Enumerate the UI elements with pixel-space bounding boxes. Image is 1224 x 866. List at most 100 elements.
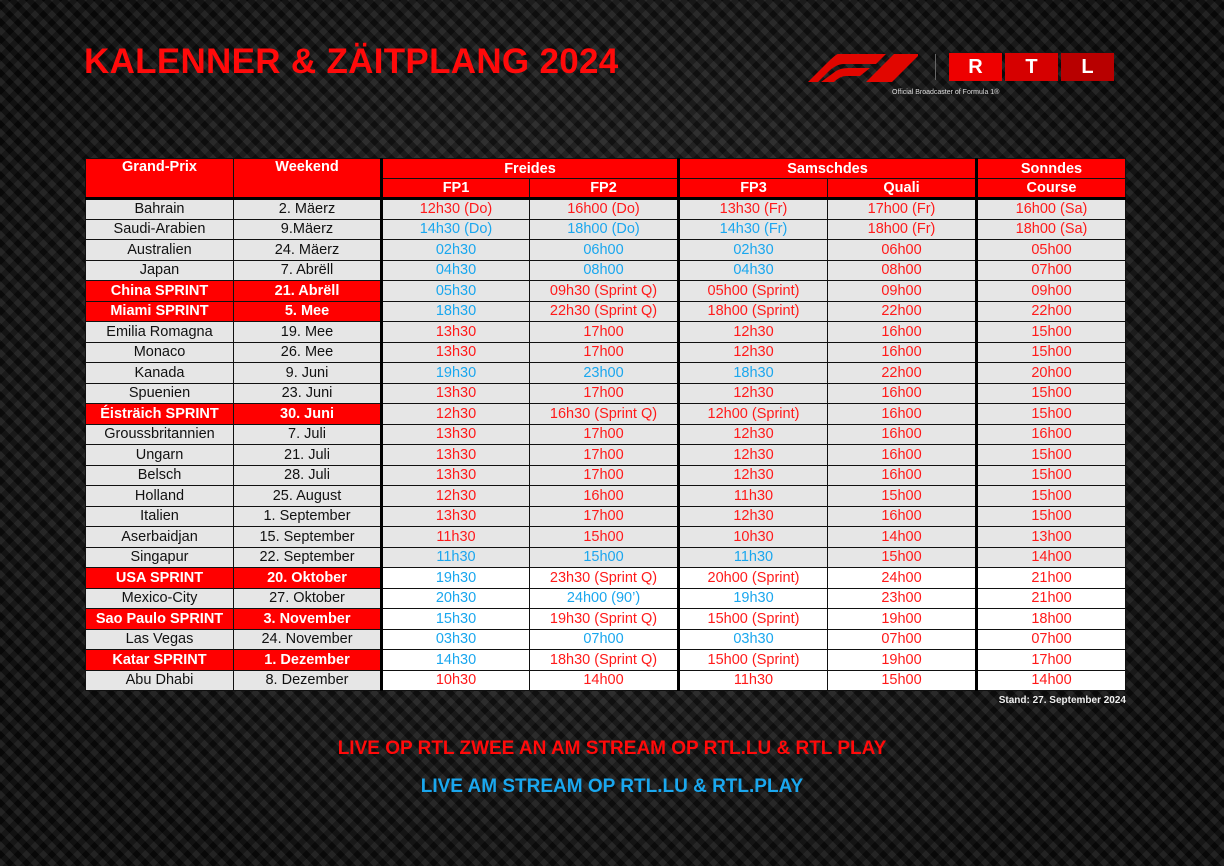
- fp2-time-cell: 15h00: [529, 546, 679, 568]
- quali-time-cell: 16h00: [826, 403, 978, 425]
- course-time-cell: 14h00: [975, 546, 1127, 568]
- fp2-time-cell: 18h30 (Sprint Q): [529, 649, 679, 671]
- fp3-time-cell: 11h30: [677, 669, 828, 691]
- quali-time-cell: 19h00: [826, 649, 978, 671]
- fp3-time-cell: 18h30: [677, 362, 828, 384]
- weekend-cell: 7. Abrëll: [233, 259, 382, 281]
- grand-prix-cell: Sao Paulo SPRINT: [85, 608, 234, 630]
- fp3-time-cell: 12h30: [677, 464, 828, 486]
- grand-prix-cell: Ungarn: [85, 444, 234, 466]
- fp3-time-cell: 14h30 (Fr): [677, 218, 828, 240]
- weekend-cell: 7. Juli: [233, 423, 382, 445]
- table-row: Spuenien 23. Juni 13h30 17h00 12h30 16h00 15h0…: [85, 382, 1127, 404]
- fp1-time-cell: 13h30: [380, 505, 530, 527]
- fp3-time-cell: 12h00 (Sprint): [677, 403, 828, 425]
- fp1-time-cell: 10h30: [380, 669, 530, 691]
- course-time-cell: 18h00 (Sa): [975, 218, 1127, 240]
- header-samschdes: Samschdes: [676, 158, 978, 179]
- fp2-time-cell: 17h00: [529, 505, 679, 527]
- table-row: Emilia Romagna 19. Mee 13h30 17h00 12h30 16h0…: [85, 321, 1127, 343]
- header-grand-prix: Grand-Prix: [85, 158, 234, 200]
- table-row: Éisträich SPRINT 30. Juni 12h30 16h30 (Spri…: [85, 403, 1127, 425]
- course-time-cell: 16h00 (Sa): [975, 198, 1127, 220]
- weekend-cell: 30. Juni: [233, 403, 382, 425]
- table-row: Saudi-Arabien 9.Mäerz 14h30 (Do) 18h00 (Do)…: [85, 218, 1127, 240]
- fp2-time-cell: 17h00: [529, 444, 679, 466]
- fp2-time-cell: 07h00: [529, 628, 679, 650]
- quali-time-cell: 17h00 (Fr): [826, 198, 978, 220]
- fp3-time-cell: 04h30: [677, 259, 828, 281]
- table-row: USA SPRINT 20. Oktober 19h30 23h30 (Sprint …: [85, 567, 1127, 589]
- fp3-time-cell: 12h30: [677, 505, 828, 527]
- grand-prix-cell: Saudi-Arabien: [85, 218, 234, 240]
- live-tv-note: LIVE OP RTL ZWEE AN AM STREAM OP RTL.LU …: [337, 738, 887, 759]
- header-quali: Quali: [826, 178, 978, 200]
- fp3-time-cell: 11h30: [677, 485, 828, 507]
- course-time-cell: 13h00: [975, 526, 1127, 548]
- quali-time-cell: 07h00: [826, 628, 978, 650]
- course-time-cell: 14h00: [975, 669, 1127, 691]
- fp2-time-cell: 15h00: [529, 526, 679, 548]
- weekend-cell: 19. Mee: [233, 321, 382, 343]
- fp3-time-cell: 12h30: [677, 321, 828, 343]
- weekend-cell: 22. September: [233, 546, 382, 568]
- fp3-time-cell: 13h30 (Fr): [677, 198, 828, 220]
- table-row: Belsch 28. Juli 13h30 17h00 12h30 16h00 15h00: [85, 464, 1127, 486]
- table-row: Abu Dhabi 8. Dezember 10h30 14h00 11h30 15h00…: [85, 669, 1127, 691]
- table-row: Mexico-City 27. Oktober 20h30 24h00 (90’) 19…: [85, 587, 1127, 609]
- fp2-time-cell: 22h30 (Sprint Q): [529, 300, 679, 322]
- grand-prix-cell: Singapur: [85, 546, 234, 568]
- fp2-time-cell: 16h00: [529, 485, 679, 507]
- fp1-time-cell: 11h30: [380, 546, 530, 568]
- fp1-time-cell: 12h30: [380, 485, 530, 507]
- fp2-time-cell: 23h30 (Sprint Q): [529, 567, 679, 589]
- fp1-time-cell: 11h30: [380, 526, 530, 548]
- weekend-cell: 25. August: [233, 485, 382, 507]
- fp1-time-cell: 13h30: [380, 464, 530, 486]
- table-row: Japan 7. Abrëll 04h30 08h00 04h30 08h00 07h00: [85, 259, 1127, 281]
- table-row: Katar SPRINT 1. Dezember 14h30 18h30 (Sprin…: [85, 649, 1127, 671]
- quali-time-cell: 23h00: [826, 587, 978, 609]
- table-row: Holland 25. August 12h30 16h00 11h30 15h00 15h…: [85, 485, 1127, 507]
- fp1-time-cell: 03h30: [380, 628, 530, 650]
- fp1-time-cell: 12h30: [380, 403, 530, 425]
- grand-prix-cell: Abu Dhabi: [85, 669, 234, 691]
- fp3-time-cell: 05h00 (Sprint): [677, 280, 828, 302]
- grand-prix-cell: Kanada: [85, 362, 234, 384]
- fp1-time-cell: 20h30: [380, 587, 530, 609]
- weekend-cell: 1. September: [233, 505, 382, 527]
- fp3-time-cell: 11h30: [677, 546, 828, 568]
- grand-prix-cell: Emilia Romagna: [85, 321, 234, 343]
- weekend-cell: 8. Dezember: [233, 669, 382, 691]
- course-time-cell: 15h00: [975, 341, 1127, 363]
- fp2-time-cell: 16h30 (Sprint Q): [529, 403, 679, 425]
- fp3-time-cell: 15h00 (Sprint): [677, 649, 828, 671]
- fp2-time-cell: 09h30 (Sprint Q): [529, 280, 679, 302]
- grand-prix-cell: Holland: [85, 485, 234, 507]
- fp2-time-cell: 19h30 (Sprint Q): [529, 608, 679, 630]
- grand-prix-cell: Belsch: [85, 464, 234, 486]
- fp1-time-cell: 19h30: [380, 362, 530, 384]
- table-row: Italien 1. September 13h30 17h00 12h30 16h00 1…: [85, 505, 1127, 527]
- grand-prix-cell: Italien: [85, 505, 234, 527]
- weekend-cell: 21. Juli: [233, 444, 382, 466]
- quali-time-cell: 15h00: [826, 485, 978, 507]
- fp1-time-cell: 02h30: [380, 239, 530, 261]
- broadcaster-tagline: Official Broadcaster of Formula 1®: [892, 89, 1000, 96]
- course-time-cell: 15h00: [975, 505, 1127, 527]
- grand-prix-cell: USA SPRINT: [85, 567, 234, 589]
- quali-time-cell: 15h00: [826, 546, 978, 568]
- fp2-time-cell: 08h00: [529, 259, 679, 281]
- course-time-cell: 15h00: [975, 403, 1127, 425]
- header-course: Course: [975, 178, 1127, 200]
- rtl-letter-t: T: [1005, 53, 1058, 81]
- quali-time-cell: 08h00: [826, 259, 978, 281]
- fp2-time-cell: 17h00: [529, 341, 679, 363]
- grand-prix-cell: Australien: [85, 239, 234, 261]
- table-row: Kanada 9. Juni 19h30 23h00 18h30 22h00 20h00: [85, 362, 1127, 384]
- header-freides: Freides: [380, 158, 679, 179]
- course-time-cell: 17h00: [975, 649, 1127, 671]
- quali-time-cell: 24h00: [826, 567, 978, 589]
- fp2-time-cell: 14h00: [529, 669, 679, 691]
- quali-time-cell: 16h00: [826, 341, 978, 363]
